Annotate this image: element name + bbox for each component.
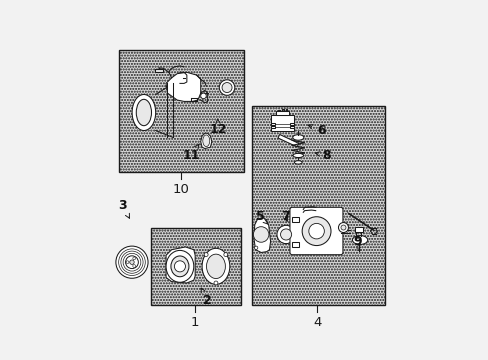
Ellipse shape	[292, 153, 303, 158]
Text: 5: 5	[255, 210, 267, 224]
Ellipse shape	[136, 99, 151, 126]
Circle shape	[214, 281, 218, 285]
Bar	[119, 50, 243, 172]
Bar	[271, 126, 274, 128]
Circle shape	[219, 80, 234, 95]
Circle shape	[126, 261, 129, 264]
Circle shape	[338, 222, 348, 233]
Circle shape	[116, 246, 148, 278]
Text: 7: 7	[280, 210, 289, 223]
Bar	[290, 126, 293, 128]
Ellipse shape	[206, 254, 225, 279]
Ellipse shape	[202, 248, 229, 284]
Circle shape	[280, 229, 291, 240]
Circle shape	[200, 93, 206, 99]
Text: 3: 3	[118, 199, 129, 218]
Text: 1: 1	[190, 316, 199, 329]
Bar	[155, 69, 163, 72]
Circle shape	[129, 260, 134, 264]
Circle shape	[308, 223, 324, 239]
Polygon shape	[253, 218, 270, 252]
Bar	[251, 105, 384, 305]
Ellipse shape	[203, 135, 209, 147]
Circle shape	[222, 82, 232, 93]
Circle shape	[340, 225, 346, 230]
Circle shape	[224, 253, 227, 257]
Ellipse shape	[171, 256, 188, 277]
Polygon shape	[200, 133, 211, 149]
Ellipse shape	[292, 135, 303, 140]
Circle shape	[276, 225, 295, 244]
Text: 10: 10	[173, 183, 189, 195]
Ellipse shape	[352, 235, 367, 244]
Circle shape	[174, 261, 185, 272]
Bar	[278, 135, 298, 147]
Bar	[292, 242, 299, 247]
Bar	[292, 217, 299, 222]
Text: 11: 11	[182, 144, 200, 162]
Circle shape	[253, 227, 268, 242]
FancyBboxPatch shape	[289, 207, 342, 255]
Bar	[271, 123, 274, 125]
Ellipse shape	[132, 94, 155, 131]
Circle shape	[133, 257, 135, 260]
Polygon shape	[166, 247, 195, 283]
Text: 4: 4	[312, 316, 321, 329]
Circle shape	[254, 246, 257, 249]
Bar	[354, 227, 362, 232]
Text: 8: 8	[315, 149, 330, 162]
Polygon shape	[166, 72, 200, 102]
Text: 2: 2	[201, 288, 212, 307]
Text: 12: 12	[209, 119, 227, 136]
Circle shape	[125, 256, 138, 269]
Bar	[290, 123, 293, 125]
Circle shape	[302, 217, 330, 246]
Bar	[150, 228, 241, 305]
Bar	[271, 115, 293, 131]
Circle shape	[204, 253, 208, 257]
Bar	[276, 111, 288, 115]
Circle shape	[133, 265, 135, 267]
Ellipse shape	[166, 251, 193, 282]
Text: 9: 9	[352, 235, 361, 248]
Text: 6: 6	[307, 124, 325, 137]
Ellipse shape	[294, 161, 302, 164]
